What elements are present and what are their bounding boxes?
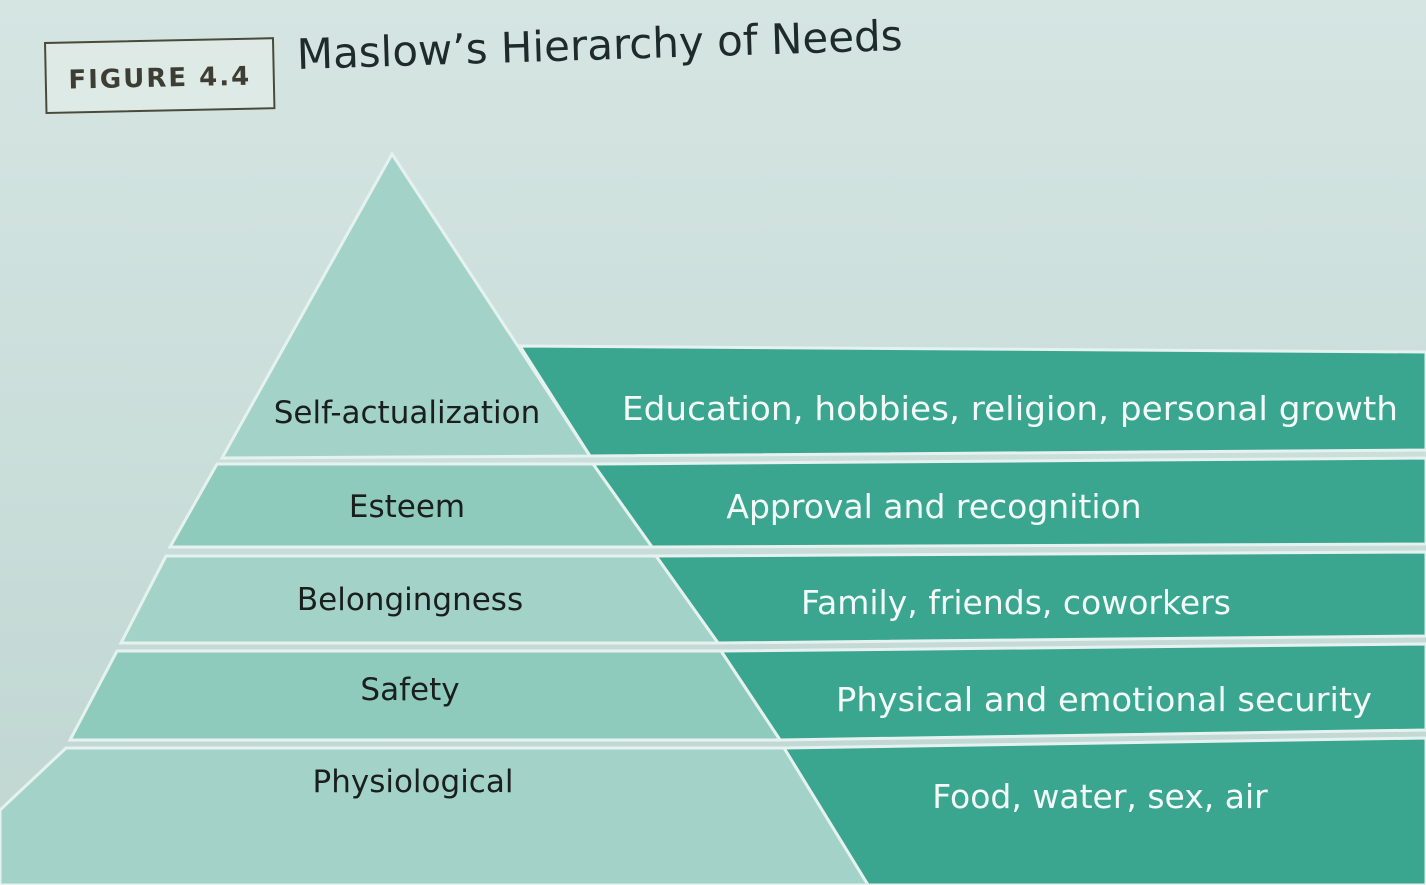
pyramid-tier-belongingness <box>118 554 721 645</box>
level-label-safety: Safety <box>360 672 459 708</box>
level-examples-esteem: Approval and recognition <box>726 487 1141 526</box>
pyramid-tier-esteem <box>167 462 655 549</box>
pyramid-tier-self-actualization <box>219 151 593 460</box>
level-label-physiological: Physiological <box>313 764 514 800</box>
level-examples-self-actualization: Education, hobbies, religion, personal g… <box>622 389 1398 428</box>
level-examples-belongingness: Family, friends, coworkers <box>801 583 1231 622</box>
level-label-belongingness: Belongingness <box>297 582 523 618</box>
level-examples-safety: Physical and emotional security <box>836 680 1372 719</box>
pyramid-tier-physiological <box>0 746 870 885</box>
level-label-self-actualization: Self-actualization <box>274 395 540 431</box>
level-examples-physiological: Food, water, sex, air <box>932 777 1268 816</box>
level-label-esteem: Esteem <box>349 489 465 525</box>
pyramid-tier-safety <box>67 649 783 742</box>
